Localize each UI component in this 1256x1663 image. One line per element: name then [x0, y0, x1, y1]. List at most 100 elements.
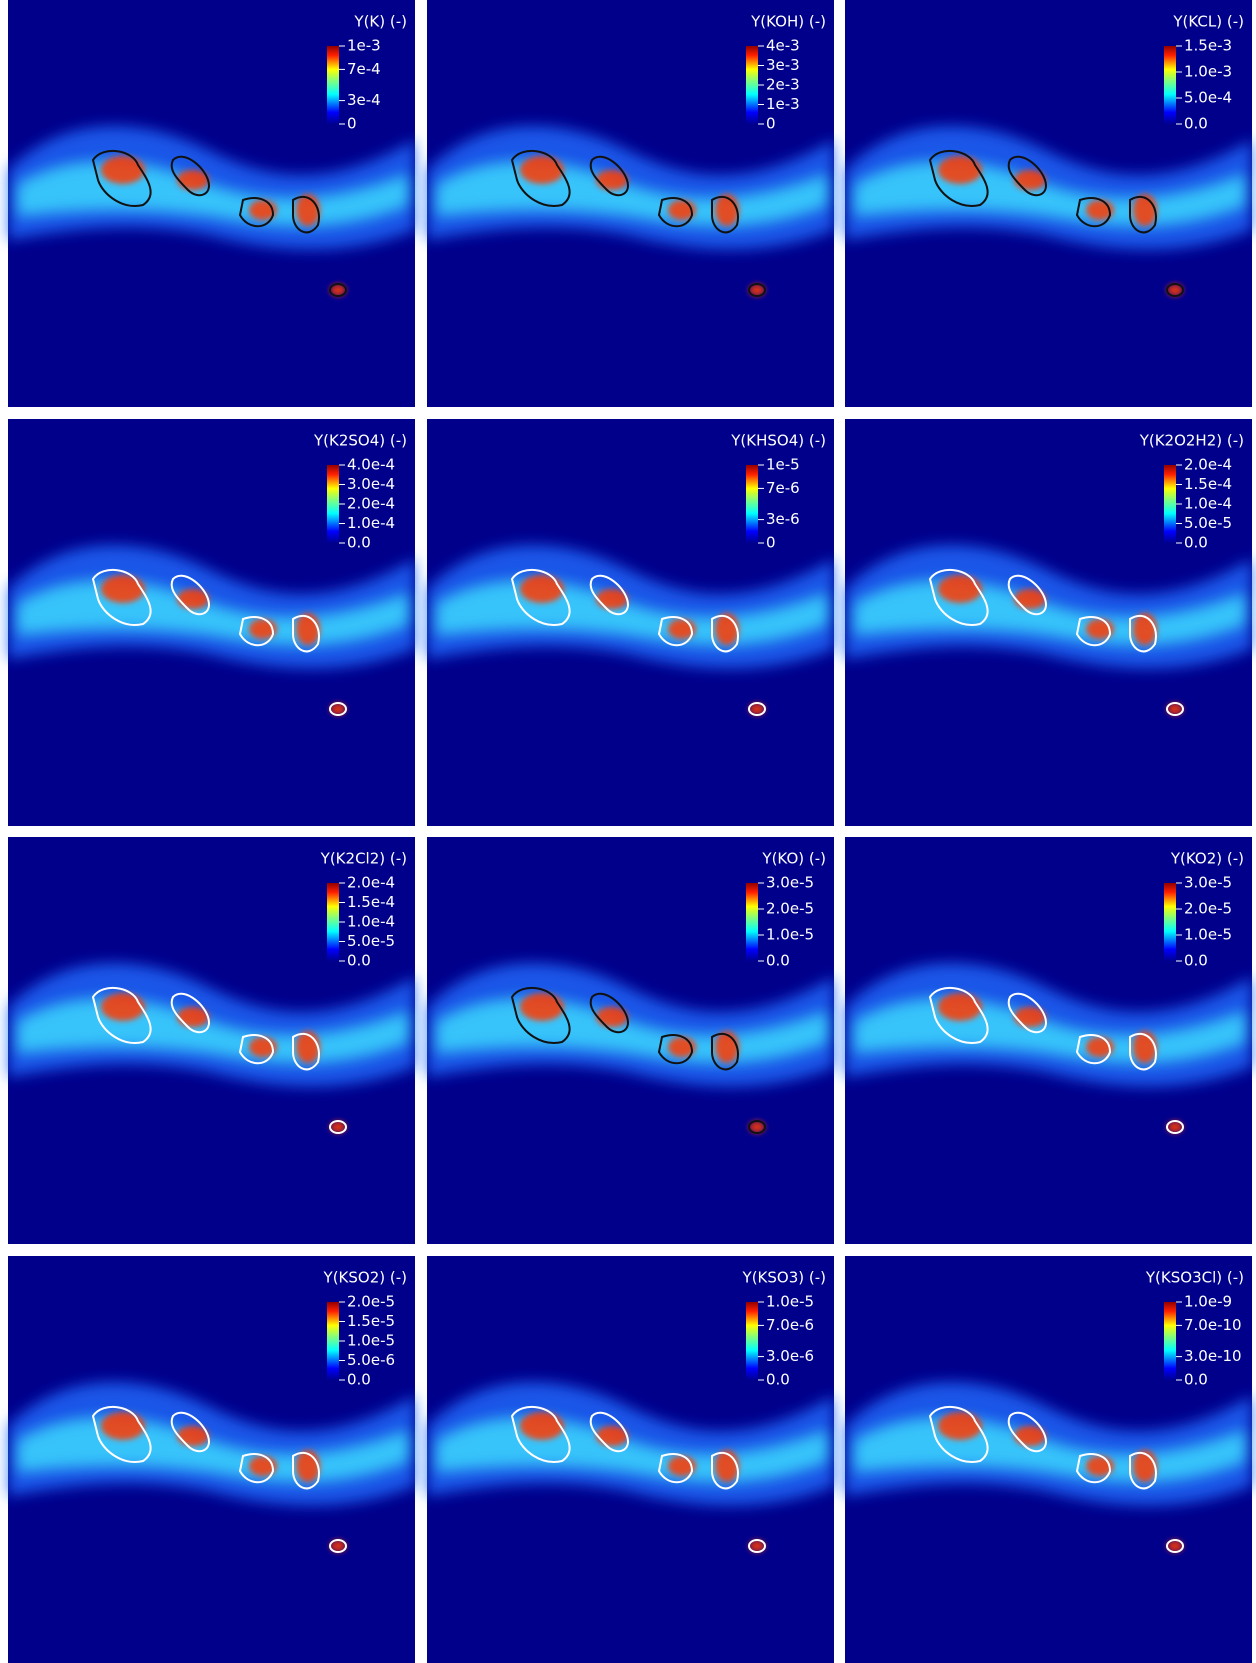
colorbar-tick-label: 4e-3	[766, 37, 800, 55]
hotspot	[1167, 284, 1183, 296]
hotspot	[101, 156, 145, 184]
flame-contour	[928, 149, 1157, 234]
flame-contour	[91, 149, 320, 234]
droplet-contour	[748, 702, 766, 716]
droplet-contour	[329, 1539, 347, 1553]
hotspot	[1014, 1007, 1046, 1027]
colorbar-tick-label: 2.0e-5	[347, 1293, 395, 1311]
hotspot	[177, 589, 209, 609]
hotspot	[520, 993, 564, 1021]
colorbar-title: Y(KCL) (-)	[1172, 13, 1244, 31]
droplet-contour	[1166, 1120, 1184, 1134]
colorbar-tick-label: 1.5e-4	[1184, 475, 1232, 493]
colorbar	[327, 1302, 339, 1380]
colorbar-tick-label: 0.0	[1184, 1371, 1208, 1389]
flame-contour	[91, 986, 320, 1071]
droplet-contour	[748, 1120, 766, 1134]
hotspot	[938, 156, 982, 184]
colorbar-tick-label: 0.0	[1184, 534, 1208, 552]
droplet-contour	[1166, 702, 1184, 716]
hotspot	[596, 1007, 628, 1027]
colorbar-tick-label: 0	[766, 115, 776, 133]
colorbar	[1164, 1302, 1176, 1380]
colorbar	[746, 883, 758, 961]
colorbar-tick-label: 1.0e-5	[766, 1293, 814, 1311]
colorbar-tick-label: 7.0e-6	[766, 1316, 814, 1334]
colorbar-tick-label: 2.0e-5	[1184, 900, 1232, 918]
colorbar-tick-label: 1.0e-5	[1184, 926, 1232, 944]
flame-contour	[91, 1405, 320, 1490]
colorbar	[746, 1302, 758, 1380]
field-hotspots	[938, 575, 1183, 715]
colorbar-tick-label: 3.0e-6	[766, 1347, 814, 1365]
colorbar-title: Y(K2O2H2) (-)	[1139, 432, 1244, 450]
colorbar-tick-label: 0	[766, 534, 776, 552]
colorbar	[327, 883, 339, 961]
droplet-contour	[329, 702, 347, 716]
colorbar-tick-label: 1.0e-3	[1184, 63, 1232, 81]
flame-contour	[510, 149, 739, 234]
flame-contour	[928, 986, 1157, 1071]
colorbar-title: Y(KSO3) (-)	[742, 1269, 826, 1287]
colorbar-tick-label: 3.0e-5	[1184, 874, 1232, 892]
droplet-contour	[329, 283, 347, 297]
hotspot	[330, 703, 346, 715]
droplet-contour	[1166, 283, 1184, 297]
colorbar-tick-label: 3.0e-10	[1184, 1347, 1242, 1365]
colorbar-tick-label: 1e-3	[766, 95, 800, 113]
hotspot	[749, 284, 765, 296]
colorbar	[1164, 883, 1176, 961]
hotspot	[520, 156, 564, 184]
colorbar-tick-label: 1.0e-5	[766, 926, 814, 944]
colorbar-tick-label: 3e-4	[347, 91, 381, 109]
colorbar	[746, 465, 758, 543]
colorbar-tick-label: 5.0e-5	[347, 932, 395, 950]
hotspot	[596, 170, 628, 190]
colorbar-title: Y(KSO3Cl) (-)	[1145, 1269, 1244, 1287]
hotspot	[749, 703, 765, 715]
colorbar-tick-label: 5.0e-6	[347, 1351, 395, 1369]
colorbar-title: Y(KO) (-)	[761, 850, 826, 868]
colorbar-tick-label: 1.0e-4	[347, 514, 395, 532]
hotspot	[596, 589, 628, 609]
colorbar-tick-label: 3e-6	[766, 510, 800, 528]
flame-contour	[928, 1405, 1157, 1490]
hotspot	[1014, 1426, 1046, 1446]
colorbar-tick-label: 1.0e-5	[347, 1332, 395, 1350]
flame-contour	[510, 568, 739, 653]
hotspot	[938, 993, 982, 1021]
colorbar-tick-label: 1.5e-4	[347, 893, 395, 911]
colorbar-tick-label: 2.0e-4	[347, 874, 395, 892]
hotspot	[101, 575, 145, 603]
colorbar-tick-label: 7e-6	[766, 479, 800, 497]
flame-contour	[510, 986, 739, 1071]
colorbar-tick-label: 5.0e-5	[1184, 514, 1232, 532]
colorbar-tick-label: 3e-3	[766, 56, 800, 74]
field-hotspots	[938, 1412, 1183, 1552]
panel: Y(KHSO4) (-) 1e-5 7e-6 3e-6 0	[427, 419, 834, 826]
panel: Y(KSO2) (-) 2.0e-51.5e-5 1.0e-55.0e-6 0.0	[8, 1256, 415, 1663]
hotspot	[1014, 589, 1046, 609]
droplet-contour	[1166, 1539, 1184, 1553]
colorbar-title: Y(K2SO4) (-)	[313, 432, 407, 450]
hotspot	[520, 1412, 564, 1440]
hotspot	[596, 1426, 628, 1446]
colorbar-tick-label: 1e-5	[766, 456, 800, 474]
colorbar-tick-label: 0.0	[347, 534, 371, 552]
colorbar-tick-label: 2e-3	[766, 76, 800, 94]
panel: Y(KSO3Cl) (-) 1.0e-9 7.0e-10 3.0e-10 0.0	[845, 1256, 1252, 1663]
colorbar-title: Y(KOH) (-)	[750, 13, 826, 31]
hotspot	[330, 284, 346, 296]
colorbar-title: Y(KO2) (-)	[1170, 850, 1244, 868]
colorbar-tick-label: 4.0e-4	[347, 456, 395, 474]
colorbar-tick-label: 1.0e-4	[347, 913, 395, 931]
field-hotspots	[101, 1412, 346, 1552]
flame-contour	[928, 568, 1157, 653]
panel: Y(KO) (-) 3.0e-5 2.0e-5 1.0e-5 0.0	[427, 837, 834, 1244]
colorbar-tick-label: 1.0e-9	[1184, 1293, 1232, 1311]
flame-contour	[510, 1405, 739, 1490]
colorbar-tick-label: 0.0	[347, 952, 371, 970]
colorbar-tick-label: 0.0	[766, 952, 790, 970]
droplet-contour	[748, 283, 766, 297]
